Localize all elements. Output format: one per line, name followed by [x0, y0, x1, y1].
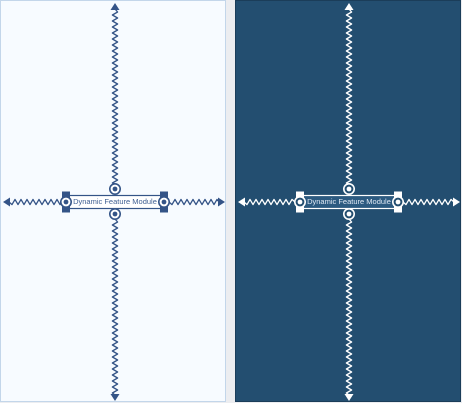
constraint-graphic-dark — [238, 3, 460, 401]
arrowhead-bottom-icon — [344, 394, 354, 401]
arrowhead-right-icon — [218, 197, 225, 207]
left-constraint-spring[interactable] — [8, 198, 62, 206]
dark-theme-panel: Dynamic Feature Module — [235, 0, 461, 402]
left-constraint-spring[interactable] — [243, 198, 296, 206]
anchor-right-icon[interactable] — [158, 196, 171, 209]
bottom-constraint-spring[interactable] — [345, 218, 353, 396]
anchor-left-icon[interactable] — [59, 196, 72, 209]
component-label: Dynamic Feature Module — [307, 196, 391, 206]
anchor-right-icon[interactable] — [392, 196, 405, 209]
arrowhead-top-icon — [344, 3, 354, 10]
right-constraint-spring[interactable] — [402, 198, 455, 206]
anchor-top-icon[interactable] — [109, 183, 122, 196]
top-constraint-spring[interactable] — [345, 8, 353, 185]
right-constraint-spring[interactable] — [168, 198, 220, 206]
arrowhead-left-icon — [3, 197, 10, 207]
component-label: Dynamic Feature Module — [73, 196, 157, 206]
arrowhead-right-icon — [453, 197, 460, 207]
arrowhead-left-icon — [238, 197, 245, 207]
bottom-constraint-spring[interactable] — [111, 218, 119, 396]
top-constraint-spring[interactable] — [111, 8, 119, 185]
constraint-graphic-light — [3, 3, 225, 401]
anchor-bottom-icon[interactable] — [343, 208, 356, 221]
anchor-left-icon[interactable] — [293, 196, 306, 209]
arrowhead-top-icon — [110, 3, 120, 10]
anchor-top-icon[interactable] — [343, 183, 356, 196]
light-theme-panel: Dynamic Feature Module — [0, 0, 226, 402]
anchor-bottom-icon[interactable] — [109, 208, 122, 221]
arrowhead-bottom-icon — [110, 394, 120, 401]
